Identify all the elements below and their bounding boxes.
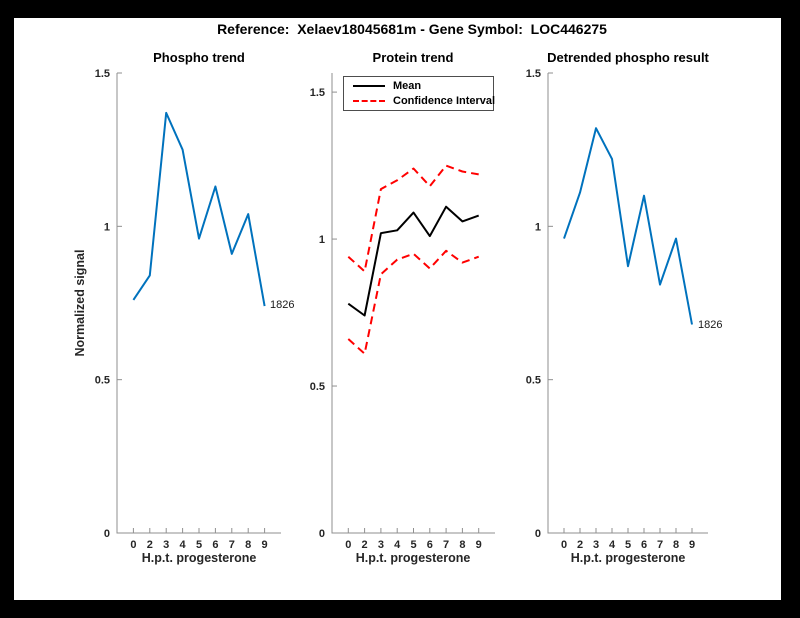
subplot2-xtick-label: 0 (345, 539, 351, 551)
subplot3-xtick-label: 2 (577, 539, 583, 551)
figure-title: Reference: Xelaev18045681m - Gene Symbol… (217, 21, 607, 37)
ci-dashed-line-icon (353, 100, 385, 102)
subplot2-series-confidence-interval-upper (347, 164, 479, 273)
subplot1-ytick-label: 0 (104, 528, 110, 540)
subplot1-axes-frame (116, 73, 281, 534)
subplot3-xtick-label: 0 (561, 539, 567, 551)
subplot3-xtick-label: 3 (593, 539, 599, 551)
subplot3-xlabel: H.p.t. progesterone (570, 551, 686, 565)
legend-label-ci: Confidence Interval (393, 95, 496, 107)
subplot3-xtick-label: 8 (673, 539, 679, 551)
subplot1-end-label: 1826 (270, 299, 295, 311)
subplot2-xtick-label: 5 (410, 539, 416, 551)
subplot1-xtick-label: 4 (180, 539, 187, 551)
subplot3-xtick-label: 4 (609, 539, 616, 551)
subplot1-xtick-label: 7 (229, 539, 235, 551)
subplot3-xtick-label: 7 (657, 539, 663, 551)
subplot3-ytick-label: 1 (535, 221, 541, 233)
legend-row-ci: Confidence Interval (344, 95, 496, 107)
subplot3-ytick-label: 1.5 (526, 68, 541, 80)
subplot2-xtick-label: 4 (394, 539, 401, 551)
subplot2-ytick-label: 0.5 (310, 381, 325, 393)
subplot1-xtick-label: 5 (196, 539, 202, 551)
subplot3-axes-frame (547, 73, 708, 534)
subplot2-title: Protein trend (372, 50, 454, 65)
subplot2-xtick-label: 9 (476, 539, 482, 551)
subplot1-xtick-label: 8 (245, 539, 251, 551)
subplot3-ytick-label: 0.5 (526, 375, 541, 387)
legend-label-mean: Mean (393, 80, 422, 92)
subplot2-series-confidence-interval-lower (347, 249, 480, 355)
subplot2-ytick-label: 1.5 (310, 87, 325, 99)
subplot1-xtick-label: 0 (130, 539, 136, 551)
subplot1-xtick-label: 9 (262, 539, 268, 551)
subplot2-ytick-label: 0 (319, 528, 325, 540)
subplot3-xtick-label: 6 (641, 539, 647, 551)
subplot2-xtick-label: 8 (459, 539, 465, 551)
subplot2-xtick-label: 6 (427, 539, 433, 551)
subplot2-ytick-label: 1 (319, 234, 325, 246)
subplot1-ytick-label: 1.5 (95, 68, 110, 80)
subplot1-xlabel: H.p.t. progesterone (141, 551, 257, 565)
figure-canvas (14, 18, 781, 600)
mean-line-icon (353, 85, 385, 87)
subplot1-title: Phospho trend (153, 50, 245, 65)
subplot3-series-detrended-phospho-signal (563, 127, 693, 325)
subplot1-xtick-label: 2 (147, 539, 153, 551)
subplot2-series-mean (347, 205, 480, 317)
subplot3-xtick-label: 9 (689, 539, 695, 551)
legend: Mean Confidence Interval (343, 76, 496, 111)
subplot1-xtick-label: 3 (163, 539, 169, 551)
subplot1-series-phospho-signal (132, 111, 266, 307)
subplot1-ytick-label: 1 (104, 221, 110, 233)
subplot2-xtick-label: 7 (443, 539, 449, 551)
subplot2-xlabel: H.p.t. progesterone (355, 551, 471, 565)
subplot2-xtick-label: 3 (378, 539, 384, 551)
subplot3-title: Detrended phospho result (547, 50, 709, 65)
subplot1-ytick-label: 0.5 (95, 375, 110, 387)
subplot3-ytick-label: 0 (535, 528, 541, 540)
subplot3-end-label: 1826 (698, 319, 723, 331)
subplot1-xtick-label: 6 (212, 539, 218, 551)
subplot1-ylabel: Normalized signal (73, 249, 87, 357)
subplot3-xtick-label: 5 (625, 539, 631, 551)
subplot2-xtick-label: 2 (362, 539, 368, 551)
subplot2-axes-frame (331, 73, 495, 534)
legend-row-mean: Mean (344, 80, 493, 92)
